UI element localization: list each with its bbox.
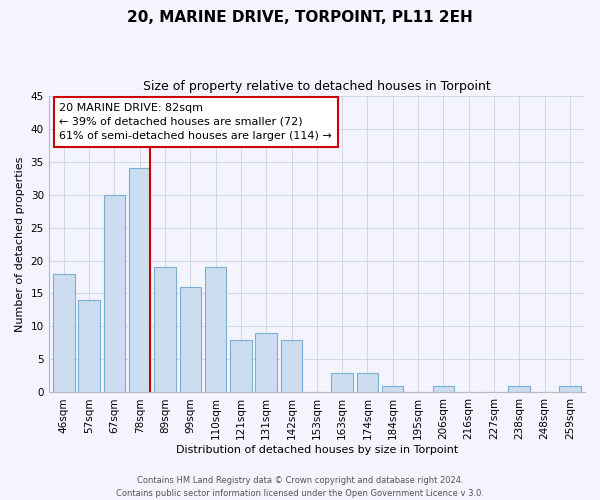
Bar (154, 267, 176, 392)
Bar (356, 372, 378, 392)
Bar (104, 194, 125, 392)
Bar (281, 340, 302, 392)
Bar (53, 274, 74, 392)
X-axis label: Distribution of detached houses by size in Torpoint: Distribution of detached houses by size … (176, 445, 458, 455)
Bar (79, 300, 100, 392)
Text: 20 MARINE DRIVE: 82sqm
← 39% of detached houses are smaller (72)
61% of semi-det: 20 MARINE DRIVE: 82sqm ← 39% of detached… (59, 103, 332, 141)
Bar (256, 333, 277, 392)
Bar (129, 168, 151, 392)
Bar (559, 386, 581, 392)
Bar (508, 386, 530, 392)
Bar (179, 287, 201, 393)
Text: Contains HM Land Registry data © Crown copyright and database right 2024.
Contai: Contains HM Land Registry data © Crown c… (116, 476, 484, 498)
Y-axis label: Number of detached properties: Number of detached properties (15, 156, 25, 332)
Bar (205, 267, 226, 392)
Title: Size of property relative to detached houses in Torpoint: Size of property relative to detached ho… (143, 80, 491, 93)
Bar (433, 386, 454, 392)
Text: 20, MARINE DRIVE, TORPOINT, PL11 2EH: 20, MARINE DRIVE, TORPOINT, PL11 2EH (127, 10, 473, 25)
Bar (230, 340, 251, 392)
Bar (382, 386, 403, 392)
Bar (331, 372, 353, 392)
